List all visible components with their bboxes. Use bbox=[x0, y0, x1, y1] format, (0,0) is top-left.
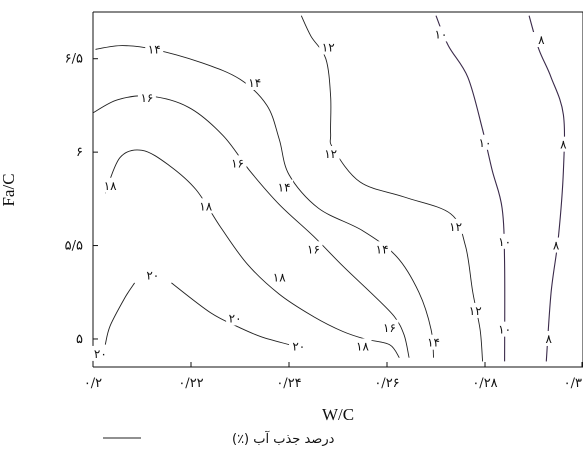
contour-label-10: ۱۰ bbox=[434, 27, 447, 41]
contour-label-12: ۱۲ bbox=[469, 304, 482, 318]
contour-label-bg bbox=[532, 32, 551, 48]
contour-label-bg bbox=[373, 241, 392, 257]
contour-label-bg bbox=[143, 267, 162, 283]
legend-label: درصد جذب آب (٪) bbox=[232, 430, 335, 447]
contour-label-8: ۸ bbox=[553, 239, 560, 253]
contour-label-bg bbox=[228, 155, 247, 171]
contour-label-12: ۱۲ bbox=[324, 147, 337, 161]
contour-label-16: ۱۶ bbox=[383, 321, 396, 335]
contour-label-12: ۱۲ bbox=[322, 41, 335, 55]
contour-label-bg bbox=[380, 319, 399, 335]
y-tick-label: ۵ bbox=[76, 332, 83, 347]
contour-label-bg bbox=[289, 338, 308, 354]
contour-label-14: ۱۴ bbox=[278, 181, 291, 195]
x-tick-label: ۰/۲۴ bbox=[276, 376, 301, 391]
contour-label-bg bbox=[226, 310, 245, 326]
contour-label-20: ۲۰ bbox=[292, 339, 305, 353]
x-tick-label: ۰/۲ bbox=[84, 376, 102, 391]
contour-label-bg bbox=[137, 89, 156, 105]
y-tick-label: ۶ bbox=[76, 145, 83, 160]
contour-label-18: ۱۸ bbox=[199, 199, 212, 213]
contour-label-bg bbox=[101, 177, 120, 193]
contour-label-bg bbox=[145, 41, 164, 57]
x-tick-label: ۰/۳ bbox=[564, 376, 582, 391]
contour-label-bg bbox=[476, 134, 494, 150]
contour-label-10: ۱۰ bbox=[498, 323, 511, 337]
y-axis-title: Fa/C bbox=[0, 173, 18, 206]
contour-label-bg bbox=[91, 345, 110, 361]
contour-label-bg bbox=[424, 334, 443, 350]
contour-label-20: ۲۰ bbox=[229, 311, 242, 325]
x-tick-label: ۰/۲۸ bbox=[472, 376, 497, 391]
contour-label-bg bbox=[466, 302, 485, 318]
contour-label-18: ۱۸ bbox=[273, 270, 286, 284]
contour-label-20: ۲۰ bbox=[146, 268, 159, 282]
contour-label-16: ۱۶ bbox=[231, 156, 244, 170]
contour-label-bg bbox=[319, 39, 338, 55]
contour-label-20: ۲۰ bbox=[94, 347, 107, 361]
contour-label-16: ۱۶ bbox=[140, 91, 153, 105]
contour-label-14: ۱۴ bbox=[148, 42, 161, 56]
contour-label-bg bbox=[547, 237, 566, 253]
contour-label-14: ۱۴ bbox=[248, 76, 261, 90]
x-axis-title: W/C bbox=[322, 405, 354, 424]
contour-label-bg bbox=[431, 26, 450, 42]
contour-label-18: ۱۸ bbox=[104, 179, 117, 193]
contour-label-10: ۱۰ bbox=[479, 136, 492, 150]
contour-label-8: ۸ bbox=[560, 138, 567, 152]
contour-label-bg bbox=[304, 241, 323, 257]
contour-label-bg bbox=[495, 321, 514, 337]
contour-label-bg bbox=[275, 179, 294, 195]
contour-line-18 bbox=[104, 149, 400, 358]
contour-line-20 bbox=[104, 282, 135, 345]
contour-label-bg bbox=[270, 269, 289, 285]
contour-label-bg bbox=[353, 338, 372, 354]
contour-label-bg bbox=[539, 330, 558, 346]
contour-label-16: ۱۶ bbox=[307, 242, 320, 256]
contour-label-8: ۸ bbox=[545, 332, 552, 346]
contour-line-8 bbox=[528, 15, 566, 362]
contour-label-bg bbox=[245, 75, 264, 90]
contour-label-bg bbox=[196, 198, 215, 214]
contour-label-10: ۱۰ bbox=[498, 235, 511, 249]
contour-label-bg bbox=[495, 233, 514, 249]
legend: درصد جذب آب (٪) bbox=[103, 430, 335, 447]
contour-label-12: ۱۲ bbox=[449, 220, 462, 234]
contour-label-bg bbox=[554, 136, 573, 152]
contour-label-18: ۱۸ bbox=[356, 339, 369, 353]
contour-line-12 bbox=[300, 15, 484, 362]
contour-label-14: ۱۴ bbox=[376, 242, 389, 256]
contour-label-14: ۱۴ bbox=[427, 336, 440, 350]
y-tick-label: ۵/۵ bbox=[65, 239, 83, 254]
x-tick-label: ۰/۲۲ bbox=[178, 376, 203, 391]
x-tick-label: ۰/۲۶ bbox=[374, 376, 399, 391]
contour-line-20 bbox=[171, 282, 290, 346]
y-tick-label: ۶/۵ bbox=[65, 52, 83, 67]
contour-line-10 bbox=[435, 15, 506, 362]
contour-label-bg bbox=[446, 218, 465, 234]
contour-label-bg bbox=[321, 146, 340, 161]
contour-label-8: ۸ bbox=[538, 33, 545, 47]
contour-line-16 bbox=[92, 95, 410, 358]
